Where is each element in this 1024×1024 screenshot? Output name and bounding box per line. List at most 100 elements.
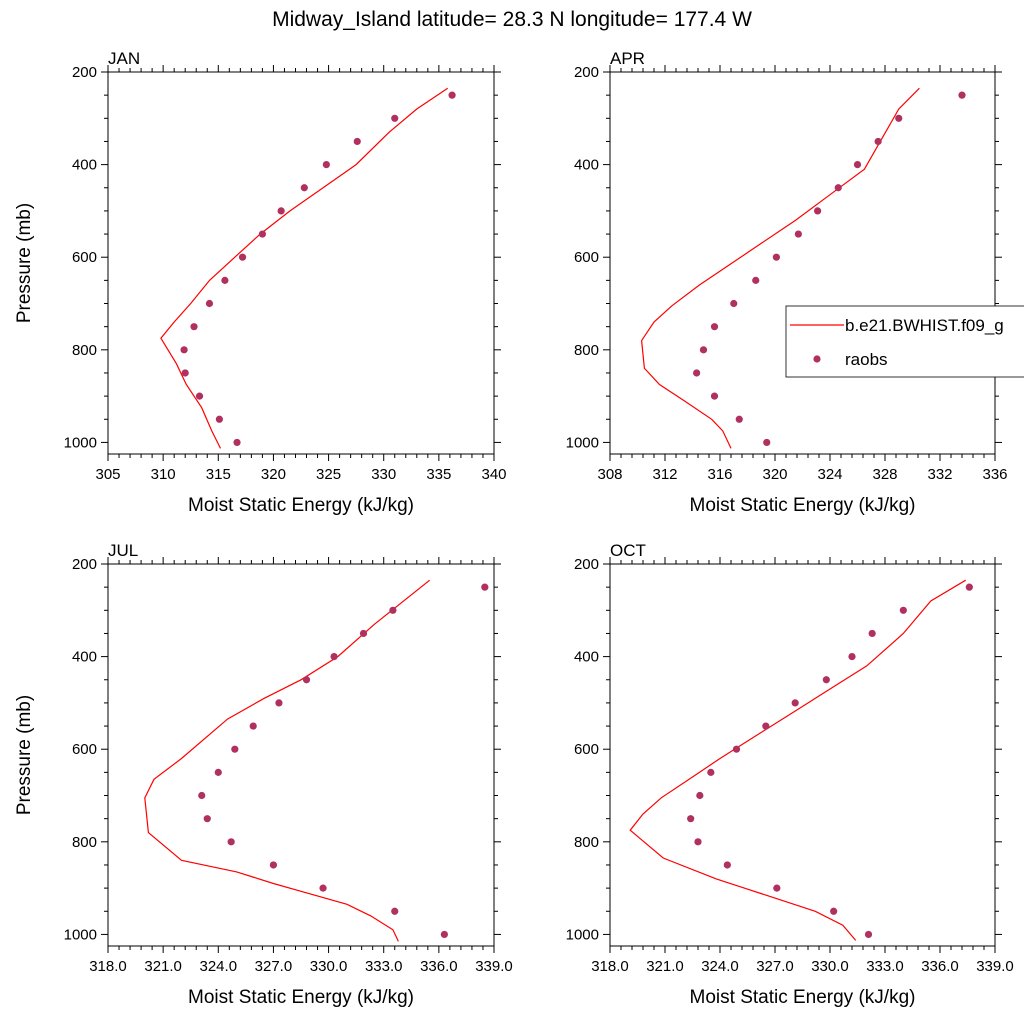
plot-frame <box>107 71 495 455</box>
raobs-point <box>180 346 188 354</box>
raobs-point <box>238 253 247 261</box>
raobs-point <box>391 114 399 122</box>
raobs-point <box>300 184 308 192</box>
x-tick-label: 305 <box>95 466 120 483</box>
raobs-point <box>830 907 838 915</box>
raobs-point <box>181 369 189 377</box>
figure-title: Midway_Island latitude= 28.3 N longitude… <box>272 8 752 31</box>
x-tick-label: 310 <box>151 466 176 483</box>
raobs-point <box>215 415 223 423</box>
y-axis-label: Pressure (mb) <box>14 695 35 815</box>
raobs-point <box>723 861 731 869</box>
raobs-point <box>214 768 222 776</box>
legend-label: raobs <box>845 350 888 369</box>
raobs-point <box>965 583 973 591</box>
x-tick-label: 339.0 <box>976 958 1014 975</box>
panels: JAN 305 310 315 320 325 330 335 340 200 400 600 800 1… <box>14 49 1014 1008</box>
raobs-point <box>895 114 903 122</box>
raobs-point <box>275 699 283 707</box>
panel-title: OCT <box>610 541 646 560</box>
panel-title: JAN <box>108 49 140 68</box>
x-tick-label: 336.0 <box>921 958 959 975</box>
y-tick-label: 1000 <box>64 434 97 451</box>
x-axis-label: Moist Static Energy (kJ/kg) <box>690 495 916 516</box>
raobs-point <box>330 653 338 661</box>
y-tick-label: 1000 <box>64 926 97 943</box>
plot-frame <box>609 71 996 455</box>
raobs-point <box>205 299 214 308</box>
panel-title: APR <box>610 49 645 68</box>
y-tick-label: 800 <box>574 342 599 359</box>
plot-frame <box>107 563 495 947</box>
y-tick-label: 200 <box>72 64 97 81</box>
x-tick-label: 339.0 <box>475 958 513 975</box>
raobs-point <box>853 161 862 169</box>
x-tick-label: 324.0 <box>701 958 739 975</box>
x-axis-label: Moist Static Energy (kJ/kg) <box>188 495 414 516</box>
raobs-point <box>481 583 489 591</box>
raobs-point <box>732 745 741 753</box>
y-tick-label: 1000 <box>566 434 599 451</box>
x-tick-label: 320 <box>762 466 787 483</box>
panel-title: JUL <box>108 541 138 560</box>
x-tick-label: 324 <box>817 466 842 483</box>
raobs-point <box>249 722 257 730</box>
legend-marker-swatch <box>813 355 821 363</box>
raobs-point <box>233 438 241 447</box>
raobs-point <box>707 768 715 776</box>
y-tick-label: 400 <box>72 157 97 174</box>
raobs-point <box>834 184 842 192</box>
raobs-point <box>848 653 856 661</box>
x-tick-label: 333.0 <box>866 958 904 975</box>
raobs-point <box>730 299 738 308</box>
x-tick-label: 330.0 <box>811 958 849 975</box>
panel-oct: OCT 318.0 321.0 324.0 327.0 330.0 333.0 336.0 33… <box>566 541 1014 1008</box>
x-tick-label: 327.0 <box>255 958 293 975</box>
x-axis-label: Moist Static Energy (kJ/kg) <box>690 987 916 1008</box>
raobs-point <box>258 230 266 238</box>
raobs-point <box>322 161 330 169</box>
panel-apr: APR 308 312 316 320 324 328 332 336 200 400 600 800 1… <box>566 49 1008 516</box>
y-tick-label: 1000 <box>566 926 599 943</box>
raobs-point <box>389 606 397 614</box>
x-tick-label: 316 <box>707 466 732 483</box>
x-tick-label: 321.0 <box>646 958 684 975</box>
raobs-point <box>868 629 876 638</box>
x-tick-label: 340 <box>481 466 506 483</box>
raobs-point <box>359 629 368 638</box>
model-profile-line <box>629 579 967 941</box>
x-tick-label: 335 <box>426 466 451 483</box>
raobs-point <box>198 791 206 800</box>
y-tick-label: 200 <box>574 556 599 573</box>
raobs-point <box>687 815 695 823</box>
model-profile-line <box>160 87 449 449</box>
y-tick-label: 600 <box>574 741 599 758</box>
y-tick-label: 200 <box>72 556 97 573</box>
plot-frame <box>609 563 996 947</box>
raobs-point <box>391 907 399 915</box>
raobs-point <box>195 392 204 400</box>
x-tick-label: 324.0 <box>200 958 238 975</box>
x-tick-label: 320 <box>261 466 286 483</box>
x-tick-label: 321.0 <box>144 958 182 975</box>
raobs-point <box>958 91 966 99</box>
y-tick-label: 400 <box>72 649 97 666</box>
x-tick-label: 336.0 <box>420 958 458 975</box>
y-tick-label: 800 <box>574 834 599 851</box>
y-tick-label: 600 <box>72 249 97 266</box>
raobs-point <box>794 230 802 238</box>
y-axis-label: Pressure (mb) <box>14 203 35 323</box>
y-tick-label: 400 <box>574 649 599 666</box>
raobs-point <box>440 930 448 939</box>
x-tick-label: 328 <box>872 466 897 483</box>
raobs-point <box>710 392 719 400</box>
legend-label: b.e21.BWHIST.f09_g <box>845 316 1004 335</box>
y-tick-label: 800 <box>72 834 97 851</box>
x-tick-label: 315 <box>206 466 231 483</box>
x-tick-label: 312 <box>652 466 677 483</box>
y-tick-label: 200 <box>574 64 599 81</box>
y-tick-label: 800 <box>72 342 97 359</box>
x-axis-label: Moist Static Energy (kJ/kg) <box>188 987 414 1008</box>
